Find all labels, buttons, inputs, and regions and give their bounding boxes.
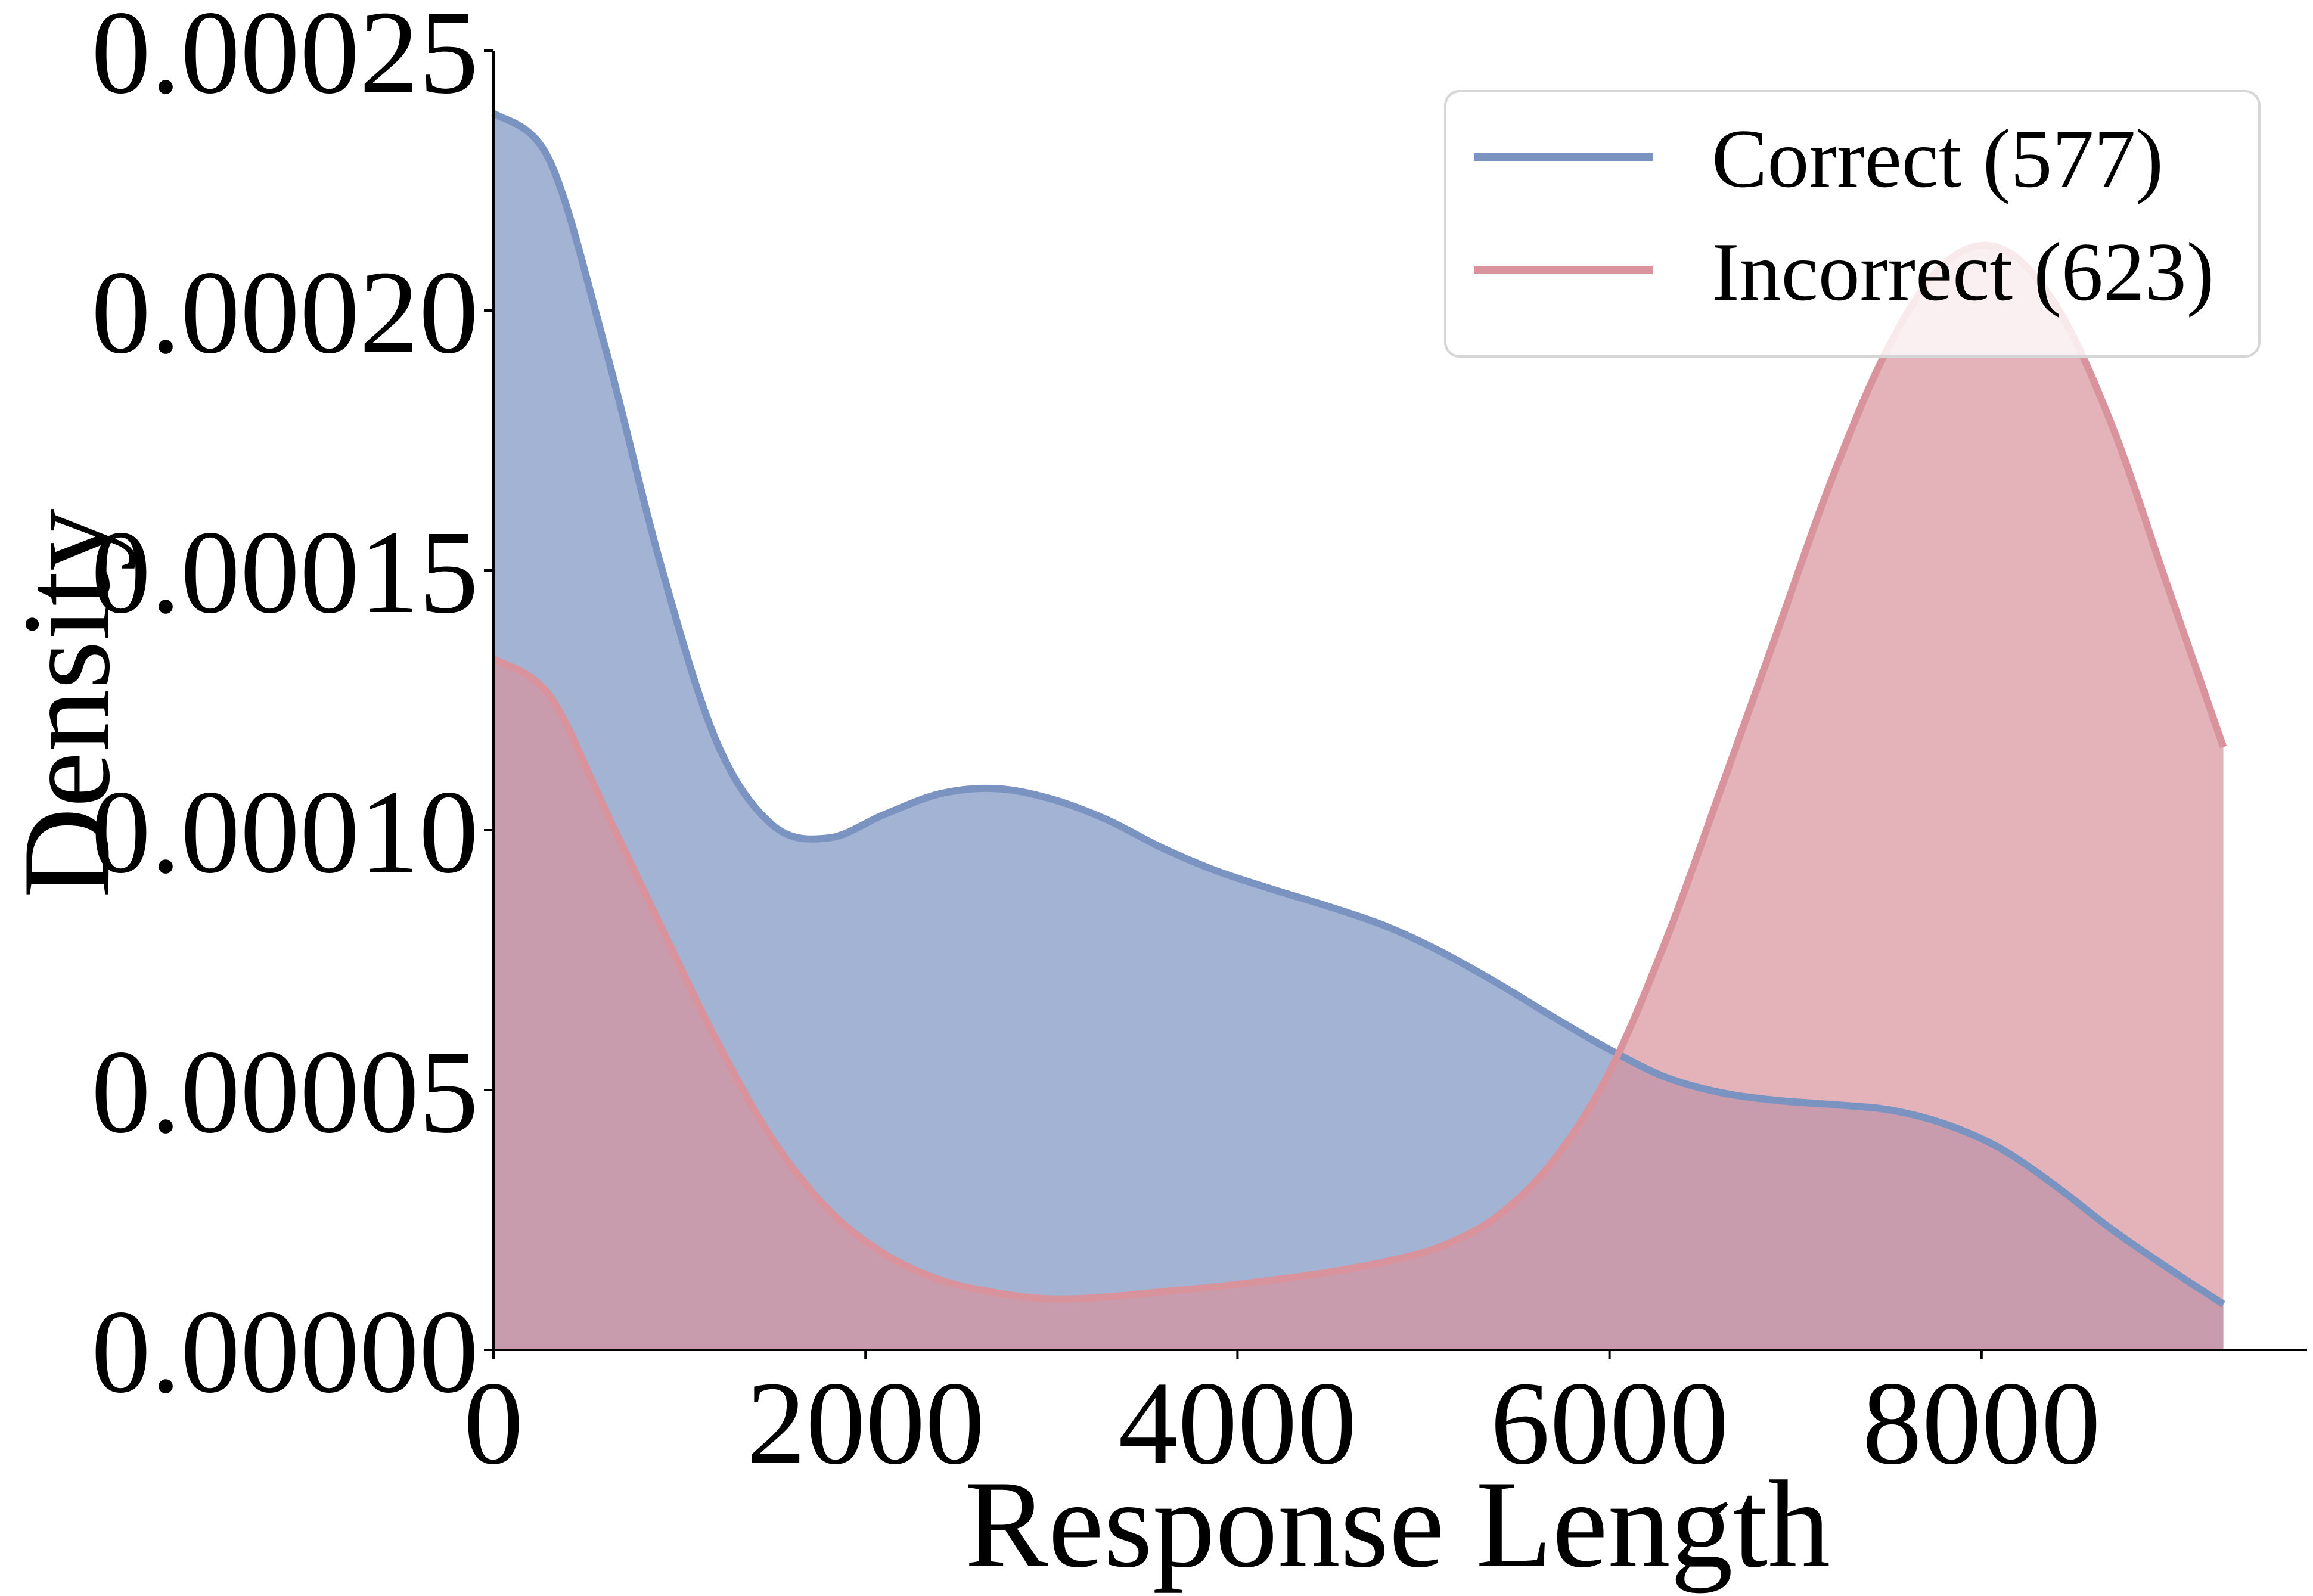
- x-tick-label: 6000: [1491, 1358, 1729, 1489]
- y-tick-label: 0.00005: [91, 1026, 479, 1158]
- y-axis-title: Density: [0, 508, 136, 898]
- legend-label-correct: Correct (577): [1712, 113, 2163, 205]
- axes: [492, 51, 2307, 1351]
- legend: Correct (577) Incorrect (623): [1444, 90, 2261, 358]
- x-tick-label: 4000: [1118, 1358, 1356, 1489]
- y-tick-label: 0.00010: [91, 766, 479, 898]
- x-tick-label: 2000: [746, 1358, 985, 1489]
- x-tick-label: 8000: [1862, 1358, 2101, 1489]
- y-ticks: 0.00000 0.00005 0.00010 0.00015 0.00020 0.000…: [91, 0, 493, 1418]
- density-fill-incorrect: [493, 245, 2224, 1350]
- density-fill-correct: [493, 113, 2224, 1350]
- y-tick-label: 0.00015: [91, 507, 479, 638]
- y-tick-label: 0.00025: [91, 0, 479, 119]
- x-ticks: 0 2000 4000 6000 8000: [464, 1350, 2101, 1489]
- y-tick-label: 0.00020: [91, 247, 479, 378]
- x-tick-label: 0: [464, 1358, 523, 1489]
- y-tick-label: 0.00000: [91, 1286, 479, 1418]
- density-line-correct: [491, 110, 2225, 1308]
- legend-label-incorrect: Incorrect (623): [1712, 226, 2214, 318]
- x-axis-title: Response Length: [965, 1455, 1830, 1594]
- density-fills: [493, 113, 2224, 1350]
